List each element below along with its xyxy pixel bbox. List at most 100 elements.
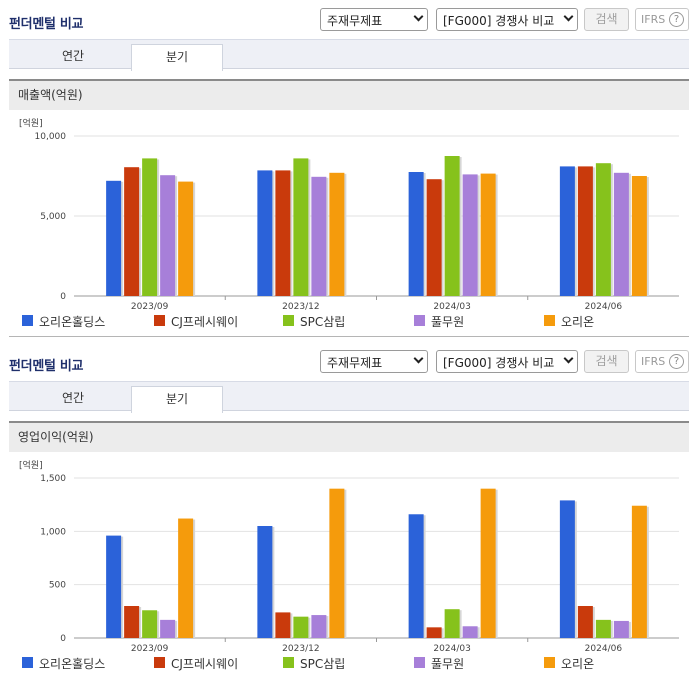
bar bbox=[293, 158, 309, 296]
legend-label: SPC삼립 bbox=[300, 657, 346, 671]
legend-label: CJ프레시웨이 bbox=[171, 657, 239, 671]
bar bbox=[329, 488, 345, 638]
bar bbox=[480, 488, 496, 638]
y-unit-label: [억원] bbox=[19, 117, 43, 129]
bar bbox=[559, 500, 575, 638]
chart-legend: 오리온홀딩스 CJ프레시웨이 SPC삼립 풀무원 오리온 bbox=[22, 313, 682, 329]
bar bbox=[444, 609, 460, 638]
bar bbox=[426, 627, 442, 638]
x-tick-label: 2024/06 bbox=[585, 644, 623, 652]
bar-chart: [억원] 0 5,000 10,000 2023/09 2023/12 2024/03 202… bbox=[19, 117, 679, 312]
legend-label: 풀무원 bbox=[431, 315, 465, 329]
x-tick-label: 2024/03 bbox=[433, 302, 470, 310]
fundamental-panel-revenue: 펀더멘털 비교 주재무제표 [FG000] 경쟁사 비교 검색 IFRS? 연간… bbox=[9, 8, 689, 337]
tab-quarterly[interactable]: 분기 bbox=[131, 386, 223, 413]
legend-swatch bbox=[154, 315, 165, 326]
legend-label: 풀무원 bbox=[431, 657, 465, 671]
x-tick-label: 2023/12 bbox=[282, 302, 319, 310]
bar bbox=[275, 612, 291, 638]
bar bbox=[408, 514, 424, 638]
legend-swatch bbox=[22, 315, 33, 326]
financial-statement-select[interactable]: 주재무제표 bbox=[320, 350, 428, 373]
bar bbox=[426, 179, 442, 296]
bar bbox=[408, 172, 424, 296]
bar bbox=[631, 505, 647, 638]
chart-legend: 오리온홀딩스 CJ프레시웨이 SPC삼립 풀무원 오리온 bbox=[22, 655, 682, 671]
x-tick-label: 2023/09 bbox=[131, 644, 169, 652]
legend-label: CJ프레시웨이 bbox=[171, 315, 239, 329]
bar bbox=[613, 620, 629, 638]
bar bbox=[142, 158, 158, 296]
bar bbox=[160, 619, 176, 638]
legend-swatch bbox=[414, 315, 425, 326]
financial-statement-select[interactable]: 주재무제표 bbox=[320, 8, 428, 31]
fundamental-panel-operating-income: 펀더멘털 비교 주재무제표 [FG000] 경쟁사 비교 검색 IFRS? 연간… bbox=[0, 342, 696, 684]
bar bbox=[595, 619, 611, 638]
compare-group-select[interactable]: [FG000] 경쟁사 비교 bbox=[436, 8, 578, 31]
y-tick-label: 500 bbox=[49, 581, 66, 591]
y-tick-label: 0 bbox=[60, 292, 66, 302]
bar bbox=[124, 167, 140, 296]
chevron-down-icon bbox=[413, 11, 424, 22]
chevron-down-icon bbox=[563, 353, 574, 364]
bar bbox=[480, 173, 496, 296]
panel-title: 펀더멘털 비교 bbox=[9, 359, 84, 374]
y-unit-label: [억원] bbox=[19, 459, 43, 471]
section-title: 매출액(억원) bbox=[9, 79, 689, 110]
bar bbox=[106, 180, 122, 296]
legend-swatch bbox=[544, 315, 555, 326]
search-button[interactable]: 검색 bbox=[584, 350, 629, 373]
bar bbox=[178, 181, 194, 296]
period-tabs: 연간 분기 bbox=[9, 39, 689, 71]
legend-swatch bbox=[544, 657, 555, 668]
bar bbox=[462, 174, 478, 296]
bar bbox=[577, 606, 593, 638]
panel-title: 펀더멘털 비교 bbox=[9, 17, 84, 32]
legend-label: 오리온홀딩스 bbox=[39, 657, 106, 671]
legend-swatch bbox=[22, 657, 33, 668]
bar bbox=[631, 176, 647, 296]
legend-swatch bbox=[283, 315, 294, 326]
legend-label: 오리온 bbox=[561, 657, 595, 671]
legend-swatch bbox=[154, 657, 165, 668]
bar bbox=[142, 610, 158, 638]
tab-quarterly[interactable]: 분기 bbox=[131, 44, 223, 71]
panel-header: 펀더멘털 비교 주재무제표 [FG000] 경쟁사 비교 검색 IFRS? bbox=[0, 342, 696, 380]
bar bbox=[257, 526, 273, 638]
legend-label: 오리온 bbox=[561, 315, 595, 329]
chevron-down-icon bbox=[563, 11, 574, 22]
tab-annual[interactable]: 연간 bbox=[61, 49, 85, 63]
divider bbox=[9, 336, 689, 337]
x-tick-label: 2023/12 bbox=[282, 644, 319, 652]
tab-annual[interactable]: 연간 bbox=[61, 391, 85, 405]
help-icon[interactable]: ? bbox=[669, 354, 684, 369]
bar bbox=[293, 616, 309, 638]
legend-label: SPC삼립 bbox=[300, 315, 346, 329]
search-button[interactable]: 검색 bbox=[584, 8, 629, 31]
y-tick-label: 5,000 bbox=[40, 212, 66, 222]
legend-swatch bbox=[414, 657, 425, 668]
x-tick-label: 2024/06 bbox=[585, 302, 623, 310]
compare-group-select[interactable]: [FG000] 경쟁사 비교 bbox=[436, 350, 578, 373]
x-tick-label: 2023/09 bbox=[131, 302, 169, 310]
bar bbox=[329, 172, 345, 296]
bar-chart: [억원] 0 500 1,000 1,500 2023/09 2023/12 2024/03 2… bbox=[19, 459, 679, 654]
bar bbox=[595, 163, 611, 296]
bar bbox=[444, 156, 460, 296]
bar bbox=[462, 626, 478, 638]
bar bbox=[160, 175, 176, 296]
y-tick-label: 1,000 bbox=[40, 527, 66, 537]
bar bbox=[275, 170, 291, 296]
ifrs-info[interactable]: IFRS? bbox=[635, 350, 689, 373]
legend-swatch bbox=[283, 657, 294, 668]
bar bbox=[124, 606, 140, 638]
bar bbox=[178, 518, 194, 638]
operating-income-chart: [억원] 0 500 1,000 1,500 2023/09 2023/12 2024/03 2… bbox=[9, 454, 689, 676]
legend-label: 오리온홀딩스 bbox=[39, 315, 106, 329]
section-title: 영업이익(억원) bbox=[9, 421, 689, 452]
period-tabs: 연간 분기 bbox=[9, 381, 689, 413]
help-icon[interactable]: ? bbox=[669, 12, 684, 27]
bar bbox=[311, 176, 327, 296]
chevron-down-icon bbox=[413, 353, 424, 364]
ifrs-info[interactable]: IFRS? bbox=[635, 8, 689, 31]
